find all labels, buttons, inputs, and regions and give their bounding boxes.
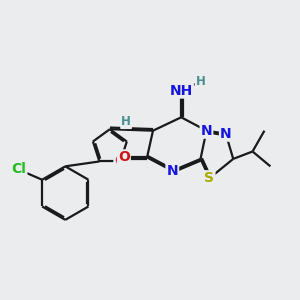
Text: Cl: Cl xyxy=(11,162,26,176)
Text: H: H xyxy=(121,115,131,128)
Text: O: O xyxy=(118,150,130,164)
Text: N: N xyxy=(201,124,212,138)
Text: NH: NH xyxy=(169,84,193,98)
Text: S: S xyxy=(204,171,214,185)
Text: O: O xyxy=(114,154,126,169)
Text: N: N xyxy=(220,127,232,141)
Text: N: N xyxy=(167,164,178,178)
Text: H: H xyxy=(196,75,206,88)
